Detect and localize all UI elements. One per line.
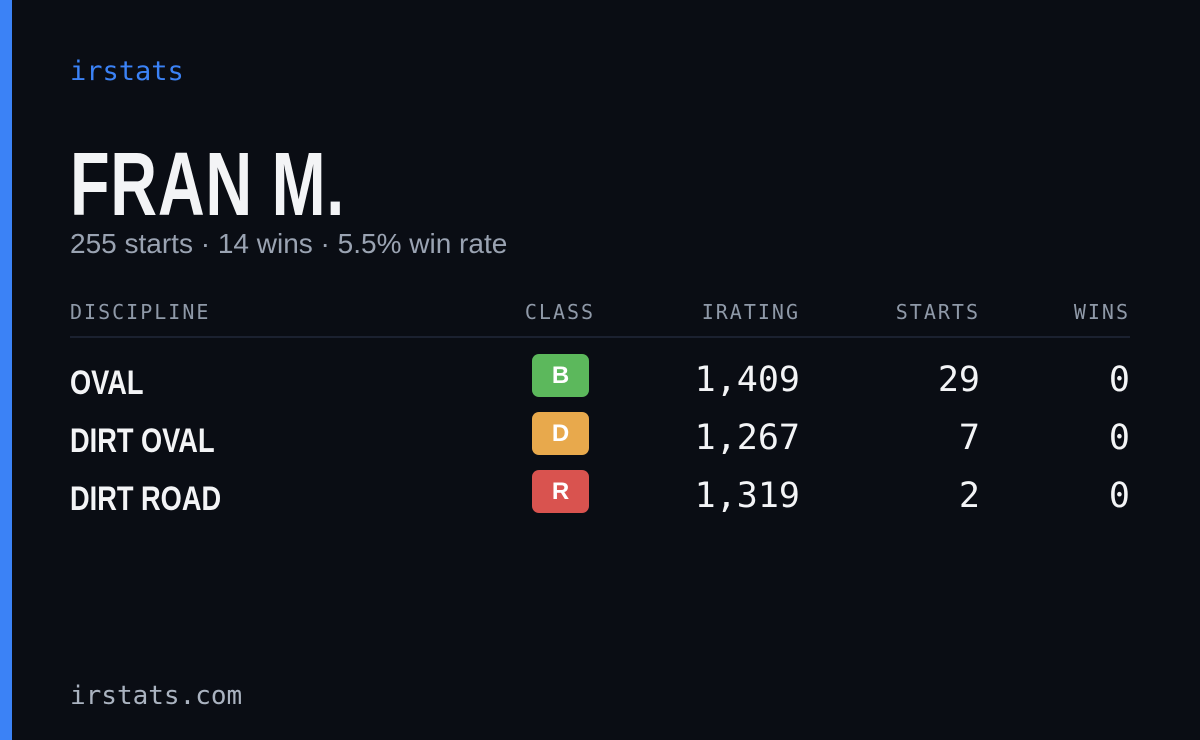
divider xyxy=(70,336,1130,338)
starts: 7 xyxy=(958,418,980,458)
footer-url: irstats.com xyxy=(70,681,243,711)
wins: 0 xyxy=(1108,476,1130,516)
header-starts: STARTS xyxy=(895,300,980,324)
accent-bar xyxy=(0,0,12,740)
class-badge: B xyxy=(532,354,589,397)
wins: 0 xyxy=(1108,418,1130,458)
driver-name: FRAN M. xyxy=(70,135,346,235)
header-discipline: DISCIPLINE xyxy=(70,300,211,324)
starts: 29 xyxy=(937,360,980,400)
summary: 255 starts · 14 wins · 5.5% win rate xyxy=(70,228,508,259)
header-irating: IRATING xyxy=(701,300,800,324)
header-class: CLASS xyxy=(524,300,596,324)
header-wins: WINS xyxy=(1073,300,1130,324)
irating: 1,409 xyxy=(694,360,800,400)
discipline: DIRT OVAL xyxy=(70,422,215,460)
irating: 1,319 xyxy=(694,476,800,516)
class-badge: R xyxy=(532,470,589,513)
brand: irstats xyxy=(70,56,184,87)
irating: 1,267 xyxy=(694,418,800,458)
discipline: OVAL xyxy=(70,364,144,402)
starts: 2 xyxy=(958,476,980,516)
wins: 0 xyxy=(1108,360,1130,400)
discipline: DIRT ROAD xyxy=(70,480,222,518)
class-badge: D xyxy=(532,412,589,455)
